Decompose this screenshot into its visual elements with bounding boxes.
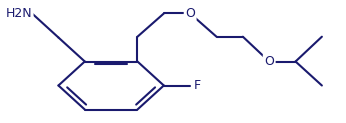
Text: O: O: [185, 7, 195, 20]
Text: H2N: H2N: [6, 7, 32, 20]
Text: O: O: [264, 55, 274, 68]
Text: F: F: [193, 79, 201, 92]
